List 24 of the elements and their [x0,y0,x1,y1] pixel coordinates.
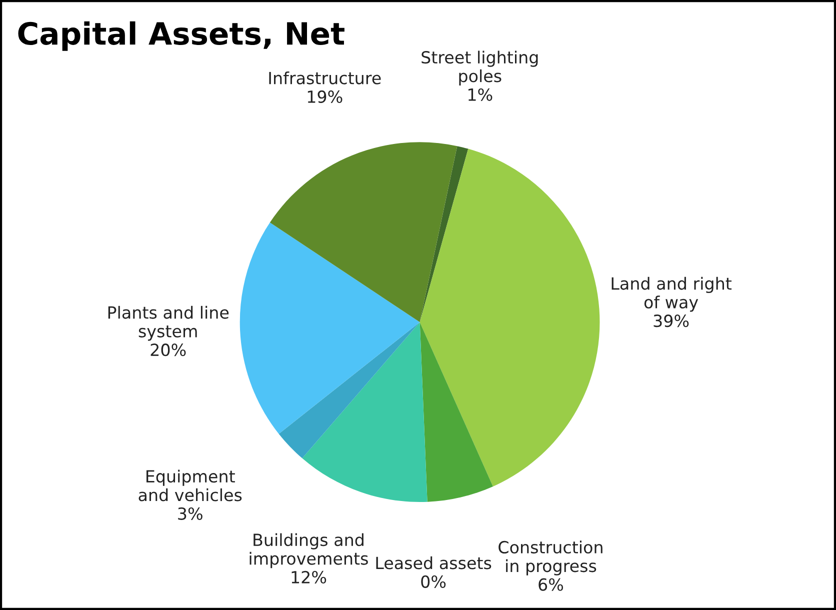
slice-label: Plants and line system [108,306,229,341]
data-label: 39% [654,314,689,328]
slice-label: Street lighting poles [422,50,538,86]
text: 0% [421,575,446,588]
data-label: 1% [468,88,492,101]
pie-slice [420,146,468,322]
data-label: 3% [178,507,202,520]
pie-slice [420,322,493,502]
slice-label: Buildings and improvements [250,533,368,568]
slice-label: Infrastructure [269,71,381,84]
pie-slice [420,148,600,486]
pie-slice [278,322,420,458]
pie-slice [240,222,420,434]
category-label: Leased assets [376,556,492,570]
data-label: 19% [308,90,342,104]
pie-slice [270,142,458,322]
chart-title: Capital Assets, Net [18,21,344,51]
data-label: 12% [292,570,326,584]
pie-slice [302,322,428,502]
data-label: 20% [150,344,186,356]
slice-label: Land and right of way [612,276,732,312]
slice-label: Construction in progress [498,540,602,576]
slice-label: Equipment and vehicles [138,470,242,502]
data-label: 6% [538,578,564,591]
